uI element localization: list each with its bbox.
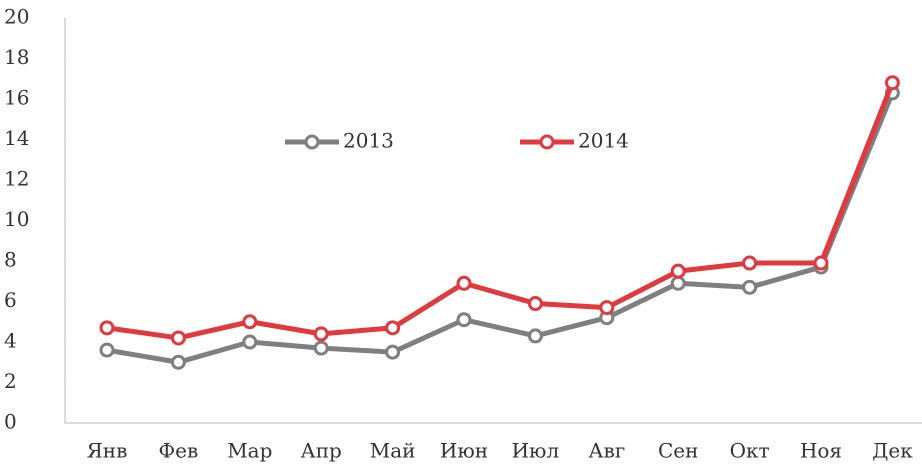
marker	[456, 275, 472, 291]
x-tick-label: Мар	[227, 439, 272, 463]
marker	[170, 354, 186, 370]
marker	[527, 296, 543, 312]
x-tick-label: Дек	[872, 439, 913, 463]
y-tick-label: 0	[4, 410, 17, 434]
marker	[527, 328, 543, 344]
marker	[170, 330, 186, 346]
x-tick-label: Июн	[440, 439, 488, 463]
series-line	[106, 81, 895, 341]
y-tick-label: 4	[4, 329, 17, 353]
y-tick-label: 2	[4, 369, 17, 393]
marker	[742, 255, 758, 271]
marker	[385, 344, 401, 360]
y-tick-label: 8	[4, 248, 17, 272]
marker	[242, 334, 258, 350]
y-tick-label: 18	[4, 45, 29, 69]
marker	[385, 320, 401, 336]
legend-label: 2013	[343, 129, 394, 153]
marker	[742, 279, 758, 295]
x-tick-label: Май	[370, 439, 416, 463]
marker	[313, 326, 329, 342]
legend-label: 2014	[578, 129, 629, 153]
marker	[99, 342, 115, 358]
legend-marker	[539, 134, 555, 150]
y-tick-label: 12	[4, 167, 29, 191]
x-tick-label: Июл	[512, 439, 560, 463]
y-tick-label: 16	[4, 86, 29, 110]
marker	[313, 340, 329, 356]
marker	[670, 275, 686, 291]
y-tick-label: 14	[4, 126, 29, 150]
x-tick-label: Янв	[87, 439, 128, 463]
x-tick-label: Ноя	[800, 439, 842, 463]
marker	[884, 75, 900, 91]
series-line	[106, 91, 895, 365]
y-tick-label: 6	[4, 288, 17, 312]
legend-marker	[304, 134, 320, 150]
y-tick-label: 10	[4, 207, 29, 231]
marker	[99, 320, 115, 336]
x-tick-label: Авг	[588, 439, 625, 463]
marker	[242, 314, 258, 330]
y-tick-label: 20	[4, 5, 29, 29]
marker	[599, 300, 615, 316]
marker	[670, 263, 686, 279]
x-tick-label: Фев	[159, 439, 199, 463]
marker	[813, 255, 829, 271]
x-tick-label: Сен	[658, 439, 698, 463]
marker	[456, 312, 472, 328]
x-tick-label: Окт	[730, 439, 770, 463]
x-tick-label: Апр	[301, 439, 342, 463]
